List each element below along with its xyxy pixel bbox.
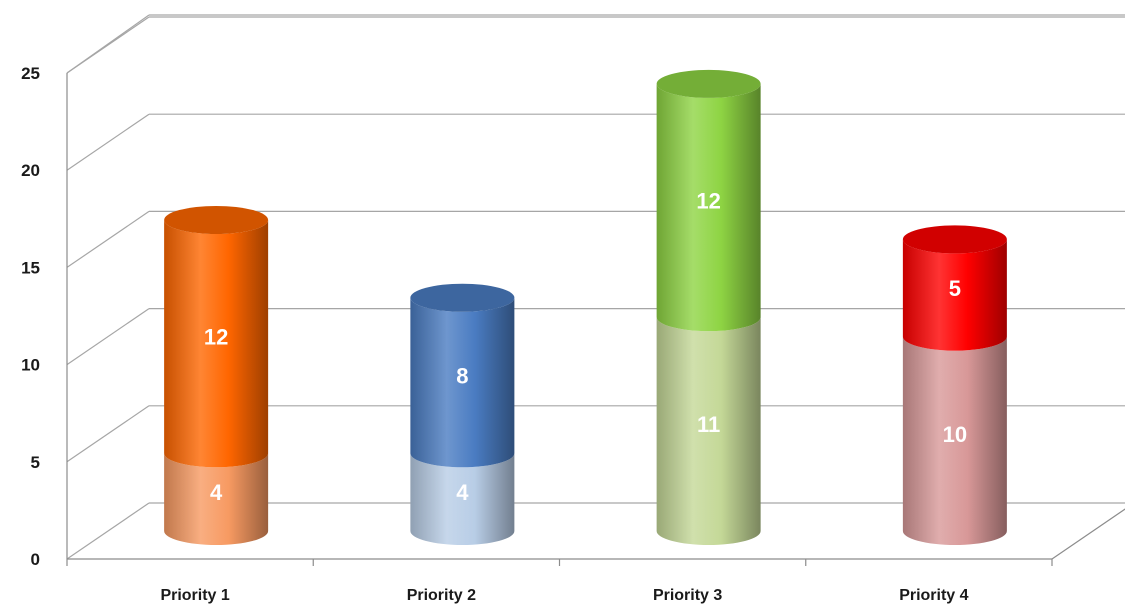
y-tick-label: 0	[31, 550, 40, 569]
x-tick-label: Priority 3	[653, 587, 722, 604]
bar-stack	[656, 69, 761, 545]
y-tick-label: 15	[21, 258, 40, 277]
bar-segment	[164, 453, 269, 545]
grid-diagonal	[66, 308, 150, 366]
grid-diagonal	[66, 502, 150, 560]
x-tick-label: Priority 2	[407, 587, 476, 604]
grid-diagonal	[66, 405, 150, 463]
y-tick-label: 20	[21, 161, 40, 180]
bar-segment	[656, 317, 761, 545]
y-tick-label: 25	[21, 64, 40, 83]
bar-cap	[656, 69, 761, 98]
floor-edge	[1051, 508, 1125, 560]
x-tick-label: Priority 4	[899, 587, 968, 604]
gridlines	[66, 14, 1125, 560]
grid-diagonal	[66, 14, 150, 74]
axes	[66, 73, 1125, 566]
data-label: 8	[456, 363, 468, 388]
grid-diagonal	[66, 210, 150, 268]
y-tick-label: 5	[31, 453, 40, 472]
grid-diagonal	[66, 113, 150, 171]
data-label: 5	[949, 276, 961, 301]
bar-cap	[410, 283, 515, 312]
bar-stack	[410, 283, 515, 545]
bar-stack	[164, 205, 269, 545]
bar-segment	[902, 239, 1007, 351]
labels: 0 5 10 15 20 25 4 12 Priority 1 4 8 Priority 2 11 12 P…	[21, 64, 969, 604]
data-label: 4	[456, 480, 469, 505]
data-label: 4	[210, 480, 223, 505]
bar-segment	[410, 453, 515, 545]
bars	[164, 69, 1007, 545]
bar-stack	[902, 225, 1007, 545]
bar-cap	[164, 205, 269, 234]
data-label: 10	[943, 422, 967, 447]
bar-segment	[902, 336, 1007, 545]
bar-cap	[902, 225, 1007, 254]
y-tick-label: 10	[21, 356, 40, 375]
bar-segment	[164, 219, 269, 468]
bar-segment	[656, 83, 761, 332]
data-label: 12	[696, 189, 720, 214]
x-tick-label: Priority 1	[160, 587, 229, 604]
data-label: 11	[697, 412, 720, 437]
data-label: 12	[204, 325, 228, 350]
bar-segment	[410, 297, 515, 468]
